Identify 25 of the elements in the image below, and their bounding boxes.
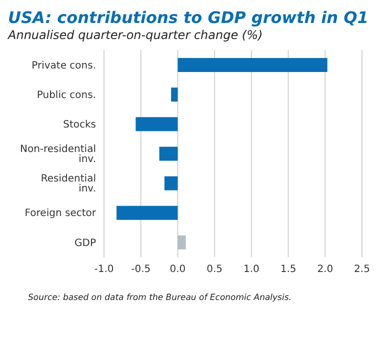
x-tick-label: 0.0 [170, 264, 186, 276]
bar [178, 235, 186, 250]
x-tick-label: 2.5 [354, 264, 370, 276]
bar [159, 146, 178, 161]
chart-subtitle: Annualised quarter-on-quarter change (%) [8, 28, 264, 42]
bar [116, 206, 178, 220]
y-tick-label: Private cons. [32, 60, 96, 72]
y-tick-label: Residential inv. [40, 174, 96, 195]
x-tick-label: 2.0 [317, 264, 334, 276]
chart-title: USA: contributions to GDP growth in Q1 [8, 8, 370, 27]
bar [136, 117, 178, 132]
y-tick-label: GDP [74, 238, 96, 249]
y-tick-label: Non-residential inv. [20, 144, 96, 166]
x-tick-label: 1.5 [280, 264, 296, 276]
y-tick-label: Foreign sector [24, 208, 97, 220]
source-note: Source: based on data from the Bureau of Economic Analysis. [28, 293, 292, 303]
x-tick-label: -1.0 [94, 264, 114, 276]
bar [178, 58, 328, 72]
x-tick-label: -0.5 [131, 264, 151, 276]
y-tick-label: Public cons. [36, 90, 96, 101]
x-tick-label: 0.5 [206, 264, 223, 276]
bar [164, 176, 178, 190]
y-tick-label: Stocks [63, 119, 96, 130]
x-tick-label: 1.0 [243, 264, 260, 276]
bar [171, 88, 178, 102]
